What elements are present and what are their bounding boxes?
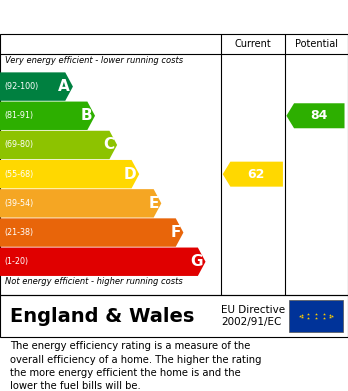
Text: (81-91): (81-91): [4, 111, 33, 120]
Text: (39-54): (39-54): [4, 199, 33, 208]
Text: Potential: Potential: [295, 39, 338, 49]
Text: Energy Efficiency Rating: Energy Efficiency Rating: [10, 8, 239, 26]
Text: E: E: [148, 196, 159, 211]
Text: F: F: [170, 225, 181, 240]
Text: Current: Current: [235, 39, 271, 49]
Polygon shape: [0, 102, 95, 130]
Polygon shape: [0, 72, 73, 101]
Text: Not energy efficient - higher running costs: Not energy efficient - higher running co…: [5, 277, 183, 286]
Text: (1-20): (1-20): [4, 257, 28, 266]
Text: G: G: [190, 254, 203, 269]
Text: A: A: [58, 79, 70, 94]
Text: D: D: [124, 167, 136, 182]
Text: Very energy efficient - lower running costs: Very energy efficient - lower running co…: [5, 56, 183, 65]
Text: (92-100): (92-100): [4, 82, 38, 91]
Polygon shape: [0, 248, 206, 276]
Polygon shape: [223, 161, 283, 187]
Text: The energy efficiency rating is a measure of the
overall efficiency of a home. T: The energy efficiency rating is a measur…: [10, 341, 262, 391]
Text: 62: 62: [248, 168, 265, 181]
Text: (69-80): (69-80): [4, 140, 33, 149]
Polygon shape: [0, 131, 117, 159]
Bar: [289, 300, 343, 332]
Text: B: B: [81, 108, 92, 123]
Polygon shape: [0, 189, 161, 217]
Polygon shape: [286, 103, 345, 128]
Polygon shape: [0, 218, 183, 247]
Polygon shape: [0, 160, 139, 188]
Text: C: C: [103, 138, 114, 152]
Text: 84: 84: [310, 109, 327, 122]
Text: EU Directive
2002/91/EC: EU Directive 2002/91/EC: [221, 305, 285, 327]
Text: (55-68): (55-68): [4, 170, 33, 179]
Text: (21-38): (21-38): [4, 228, 33, 237]
Text: England & Wales: England & Wales: [10, 307, 195, 325]
